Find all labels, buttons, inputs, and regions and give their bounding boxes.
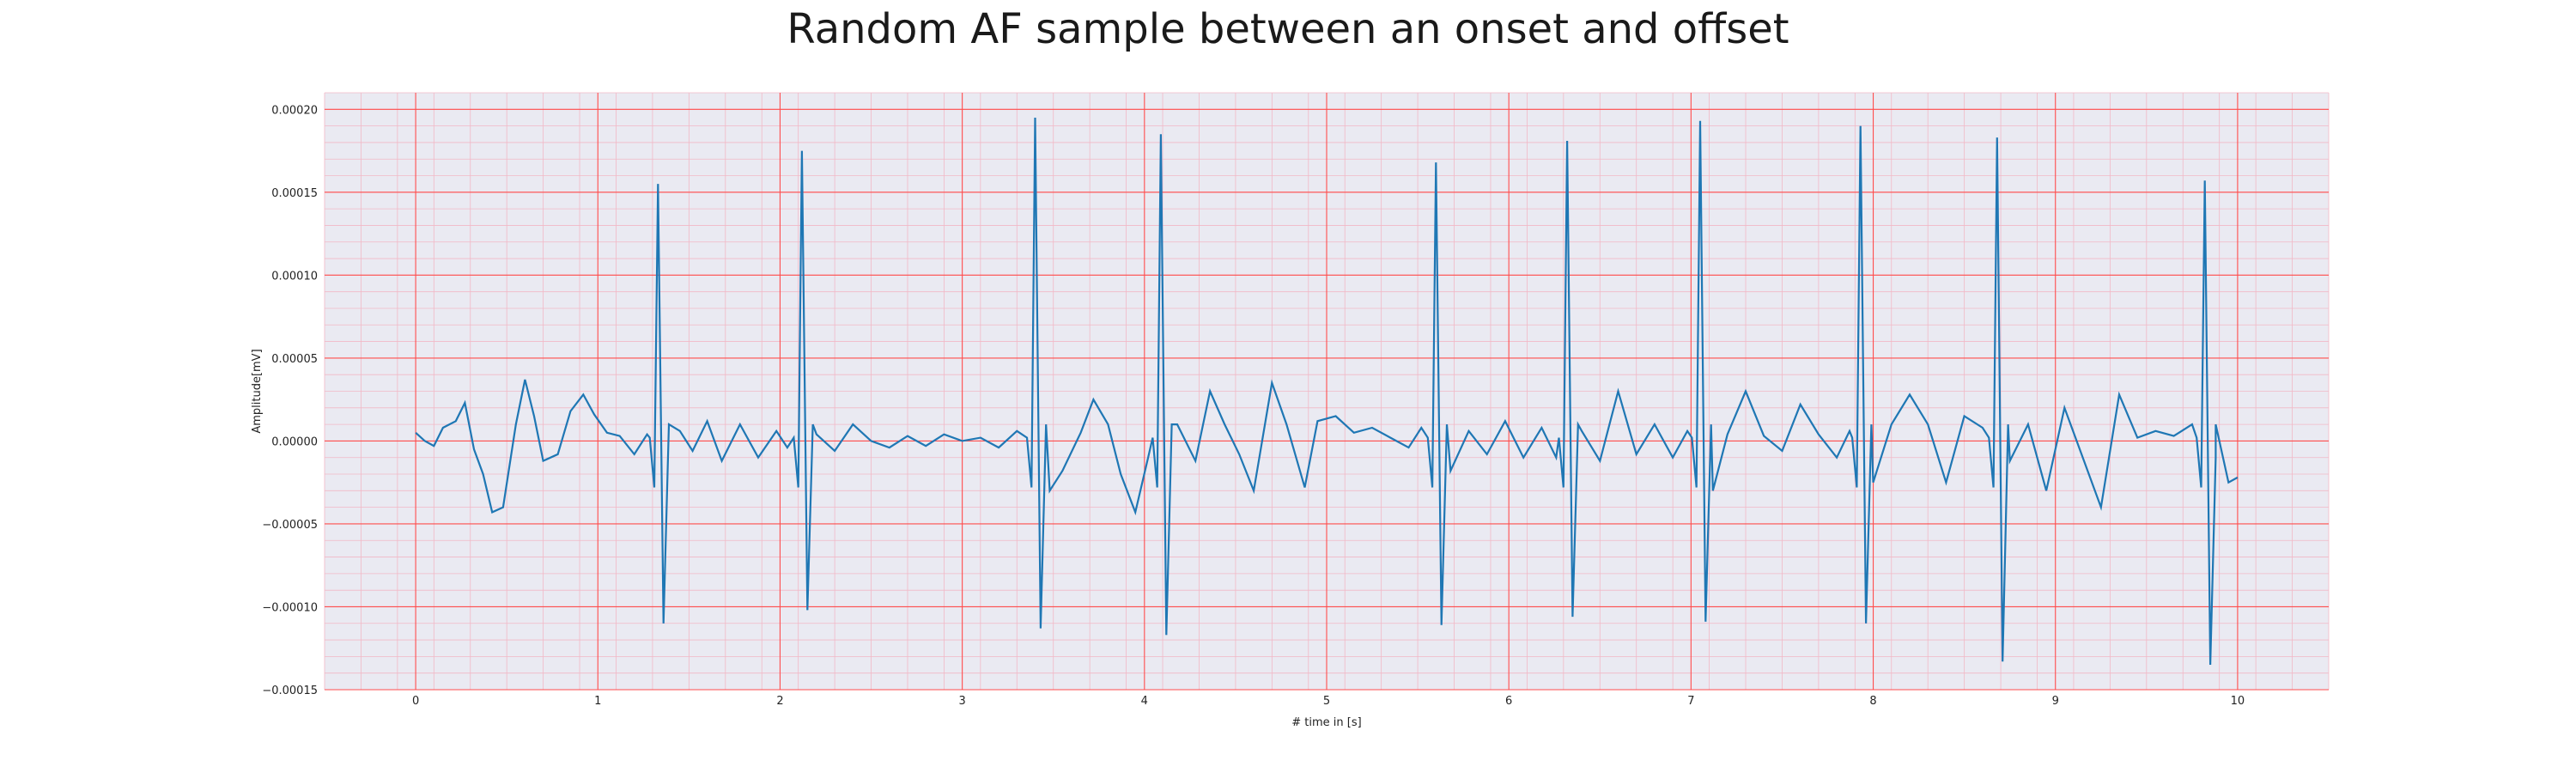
y-tick-label: 0.00005 [271,353,318,366]
y-tick-label: 0.00015 [271,187,318,200]
x-axis-label: # time in [s] [1291,716,1361,729]
y-tick-label: −0.00010 [262,601,318,614]
y-tick-label: 0.00010 [271,270,318,283]
x-tick-label: 4 [1141,695,1148,708]
x-tick-label: 10 [2231,695,2245,708]
x-tick-label: 3 [958,695,965,708]
x-tick-label: 7 [1687,695,1694,708]
x-tick-label: 2 [776,695,783,708]
chart-title: Random AF sample between an onset and of… [787,5,1789,53]
y-axis-label: Amplitude[mV] [251,349,264,433]
y-tick-label: −0.00015 [262,685,318,697]
x-tick-label: 8 [1869,695,1876,708]
y-tick-label: 0.00020 [271,104,318,117]
ecg-signal-line [415,117,2239,666]
x-tick-label: 6 [1505,695,1512,708]
x-tick-label: 9 [2052,695,2059,708]
y-tick-label: 0.00000 [271,435,318,448]
y-axis-ticks: −0.00015 −0.00010 −0.00005 0.00000 0.00005 0.… [262,104,318,697]
x-tick-label: 0 [412,695,419,708]
x-axis-ticks: 0 1 2 3 4 5 6 7 8 9 10 [412,695,2245,708]
x-tick-label: 1 [594,695,601,708]
x-tick-label: 5 [1323,695,1330,708]
y-tick-label: −0.00005 [262,519,318,532]
